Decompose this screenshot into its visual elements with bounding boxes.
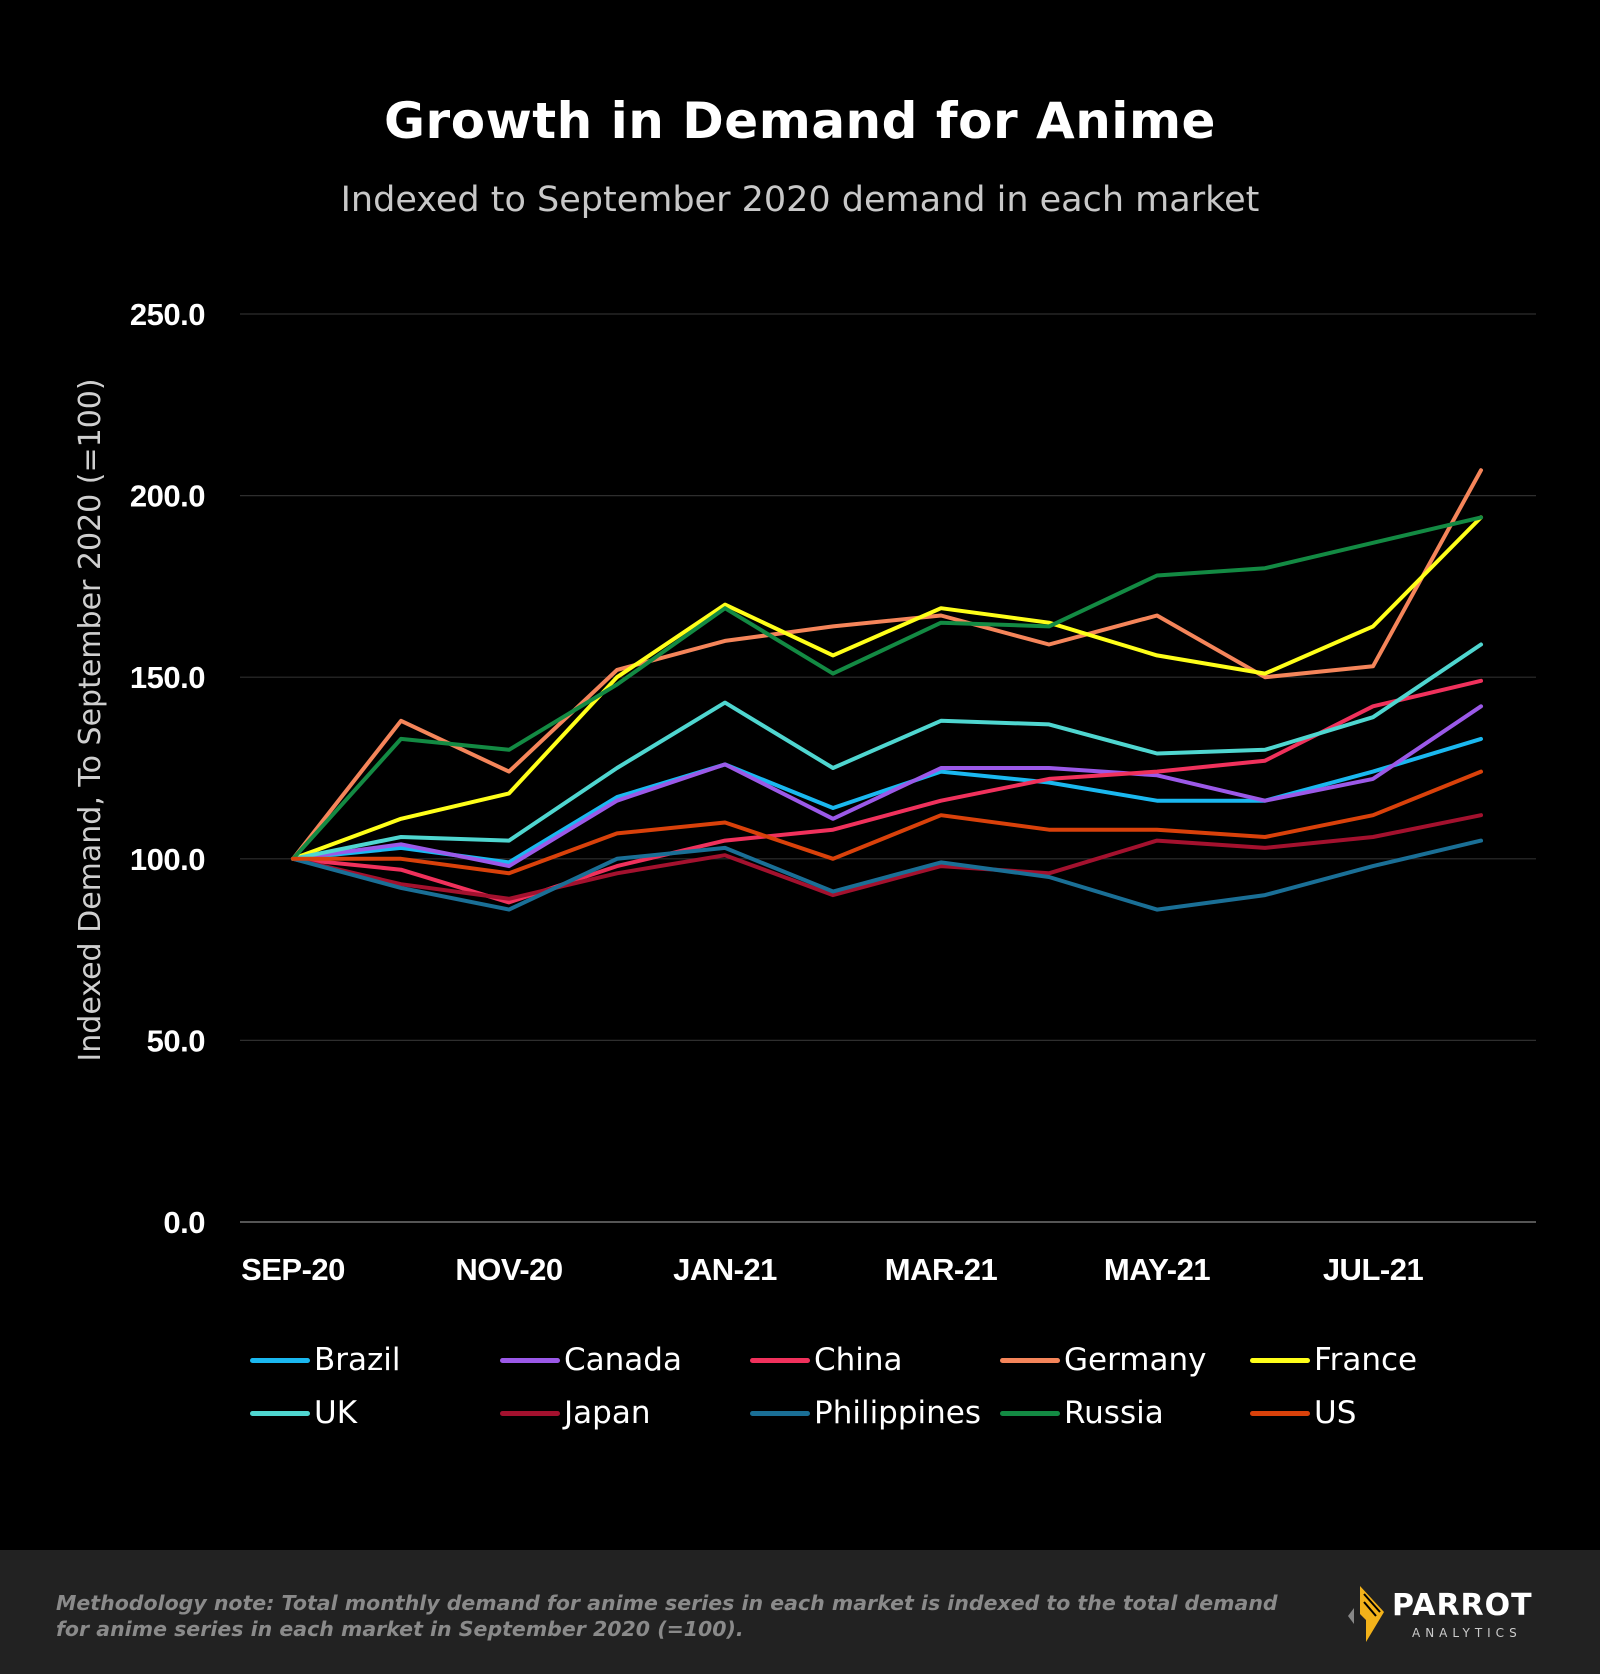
- logo-wordmark: PARROT: [1392, 1588, 1533, 1623]
- y-tick-label: 50.0: [147, 1023, 205, 1058]
- legend-label: Russia: [1064, 1395, 1164, 1431]
- series-line-france: [291, 515, 1483, 861]
- legend-item-france: France: [1250, 1340, 1417, 1380]
- y-axis-label: Indexed Demand, To September 2020 (=100): [73, 378, 108, 1061]
- footer: Methodology note: Total monthly demand f…: [0, 1550, 1600, 1674]
- x-axis-ticks: SEP-20 NOV-20 JAN-21 MAR-21 MAY-21 JUL-21: [241, 1252, 1424, 1287]
- legend-swatch: [250, 1357, 310, 1363]
- methodology-note: Methodology note: Total monthly demand f…: [56, 1591, 1278, 1641]
- series-line-canada: [291, 704, 1483, 869]
- legend-item-us: US: [1250, 1393, 1356, 1433]
- legend-label: Philippines: [814, 1395, 982, 1431]
- series-line-uk: [291, 642, 1483, 861]
- legend-item-japan: Japan: [500, 1393, 650, 1433]
- series-line-us: [291, 769, 1483, 876]
- legend-label: Canada: [564, 1342, 682, 1378]
- legend-label: China: [814, 1342, 903, 1378]
- legend-label: US: [1314, 1395, 1357, 1431]
- legend-label: France: [1314, 1342, 1418, 1378]
- legend-swatch: [250, 1410, 310, 1416]
- legend-item-russia: Russia: [1000, 1393, 1164, 1433]
- chart-subtitle: Indexed to September 2020 demand in each…: [340, 180, 1260, 220]
- legend-swatch: [500, 1410, 560, 1416]
- parrot-logo-icon: [1348, 1586, 1384, 1642]
- legend-item-brazil: Brazil: [250, 1340, 401, 1380]
- series-line-germany: [291, 468, 1483, 861]
- legend-item-uk: UK: [250, 1393, 357, 1433]
- chart-title: Growth in Demand for Anime: [384, 92, 1216, 150]
- y-tick-label: 250.0: [130, 297, 205, 332]
- series-lines: [291, 468, 1483, 912]
- legend-label: Brazil: [314, 1342, 401, 1378]
- legend-swatch: [1000, 1410, 1060, 1416]
- legend-swatch: [750, 1410, 810, 1416]
- y-axis-ticks: 0.0 50.0 100.0 150.0 200.0 250.0: [130, 297, 206, 1240]
- parrot-analytics-logo: PARROT ANALYTICS: [1340, 1580, 1560, 1650]
- y-tick-label: 150.0: [130, 660, 205, 695]
- x-tick-label: SEP-20: [241, 1252, 345, 1287]
- line-chart: 0.0 50.0 100.0 150.0 200.0 250.0 SEP-20 NOV-20…: [73, 297, 1536, 1287]
- legend-item-china: China: [750, 1340, 903, 1380]
- legend-swatch: [1000, 1357, 1060, 1363]
- x-tick-label: MAY-21: [1104, 1252, 1210, 1287]
- legend-item-philippines: Philippines: [750, 1393, 981, 1433]
- y-tick-label: 200.0: [130, 479, 205, 514]
- legend-label: Japan: [564, 1395, 651, 1431]
- gridlines: [240, 313, 1536, 1223]
- legend-item-canada: Canada: [500, 1340, 682, 1380]
- logo-subtext: ANALYTICS: [1412, 1626, 1522, 1640]
- x-tick-label: NOV-20: [455, 1252, 562, 1287]
- series-line-russia: [291, 515, 1483, 861]
- x-tick-label: JAN-21: [673, 1252, 777, 1287]
- legend-label: Germany: [1064, 1342, 1207, 1378]
- x-tick-label: MAR-21: [885, 1252, 998, 1287]
- x-tick-label: JUL-21: [1323, 1252, 1424, 1287]
- legend-swatch: [1250, 1410, 1310, 1416]
- legend-swatch: [1250, 1357, 1310, 1363]
- legend-label: UK: [314, 1395, 358, 1431]
- legend-item-germany: Germany: [1000, 1340, 1206, 1380]
- series-line-philippines: [291, 838, 1483, 912]
- series-line-japan: [291, 813, 1483, 901]
- legend-swatch: [750, 1357, 810, 1363]
- y-tick-label: 100.0: [130, 842, 205, 877]
- y-tick-label: 0.0: [163, 1205, 205, 1240]
- legend-swatch: [500, 1357, 560, 1363]
